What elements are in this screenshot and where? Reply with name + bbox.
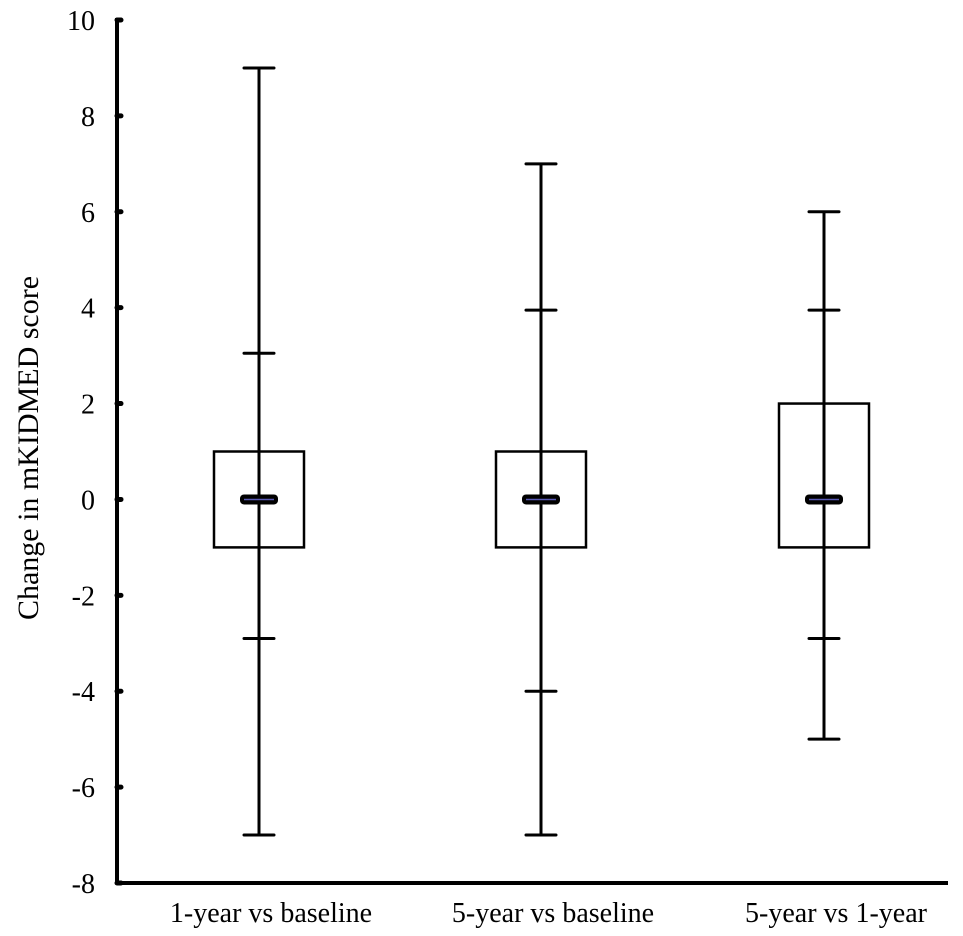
y-tick-label: 10 — [67, 6, 95, 37]
box-group — [777, 210, 871, 741]
x-category-label: 1-year vs baseline — [170, 898, 372, 929]
box-group — [494, 162, 588, 837]
y-tick-label: 8 — [81, 102, 95, 133]
y-tick-label: -6 — [72, 773, 95, 804]
y-tick-label: 6 — [81, 198, 95, 229]
y-tick-label: 4 — [81, 294, 95, 325]
y-tick-label: -4 — [72, 677, 95, 708]
box-group — [212, 66, 306, 837]
y-axis: -8 -6 -4 -2 0 2 4 6 8 10 — [67, 6, 124, 900]
y-tick-label: 2 — [81, 390, 95, 421]
y-axis-title: Change in mKIDMED score — [12, 276, 45, 620]
y-tick-label: 0 — [81, 485, 95, 516]
y-tick-label: -8 — [72, 869, 95, 900]
x-category-label: 5-year vs baseline — [452, 898, 654, 929]
boxes — [212, 66, 871, 837]
x-axis: 1-year vs baseline 5-year vs baseline 5-ye… — [117, 881, 948, 929]
x-category-label: 5-year vs 1-year — [745, 898, 928, 929]
y-tick-label: -2 — [72, 581, 95, 612]
